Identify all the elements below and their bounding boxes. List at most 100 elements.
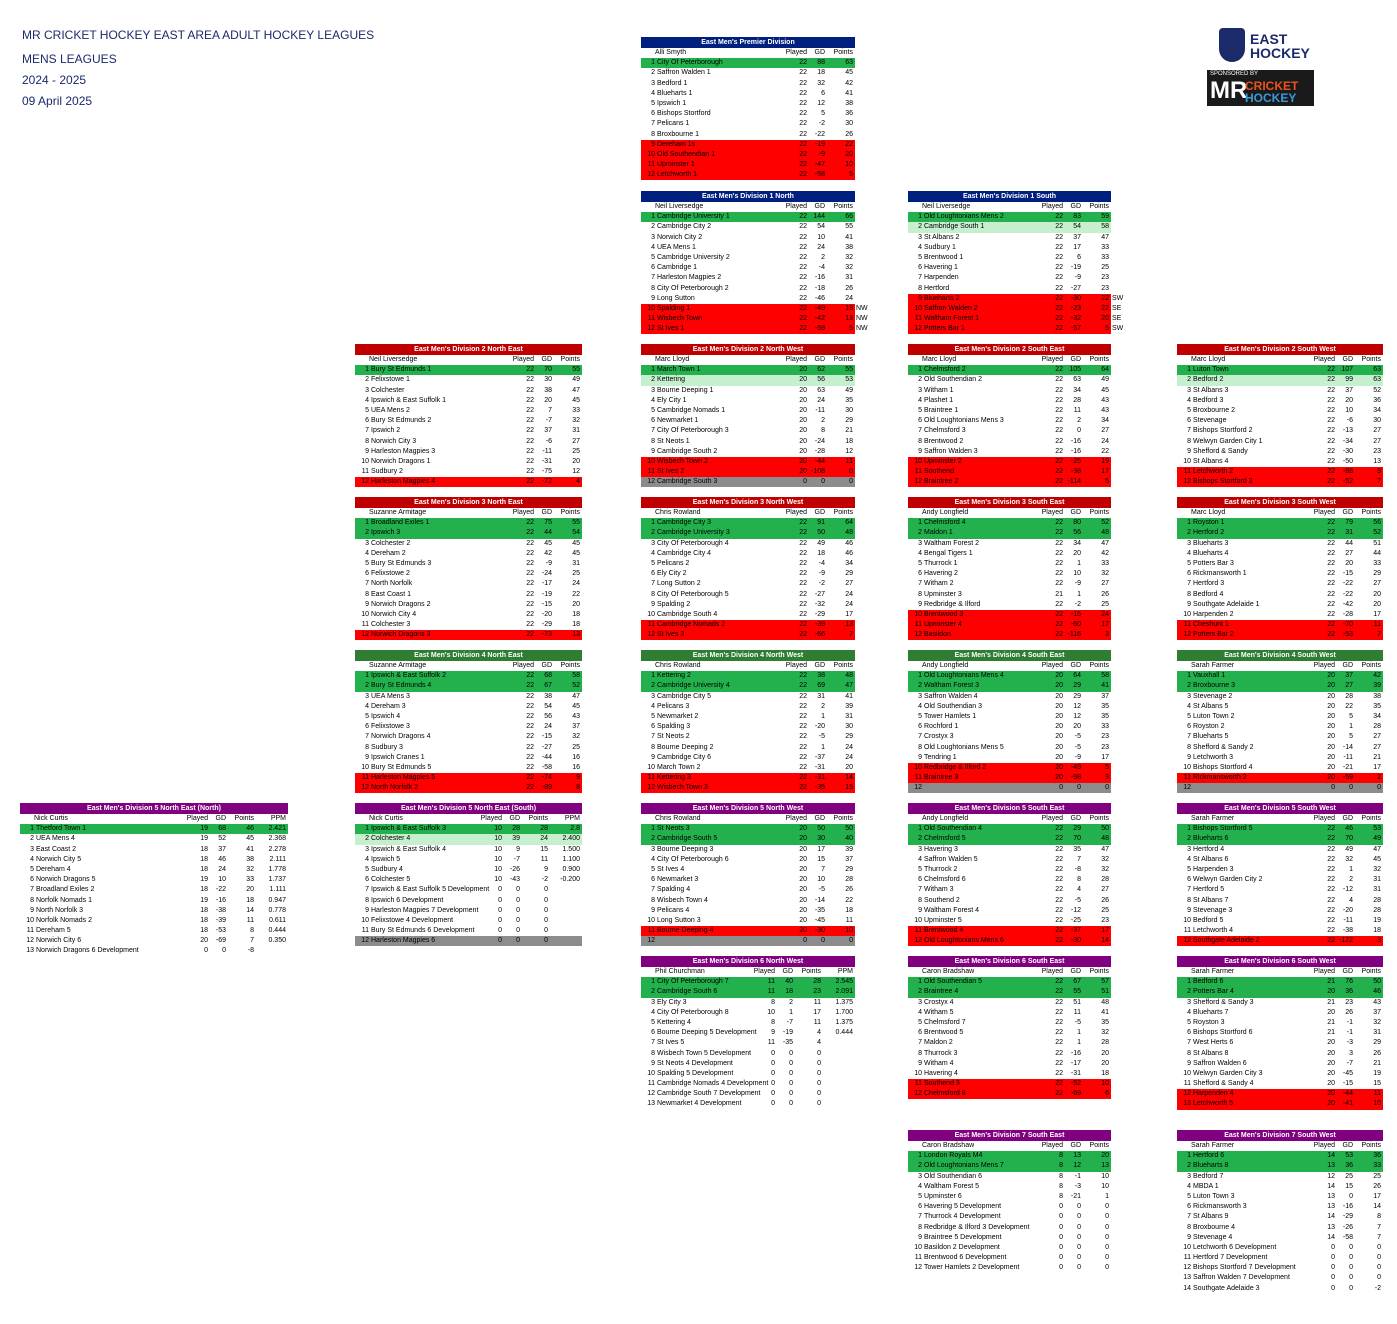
table-header-row: Andy Longfield Played GD Points xyxy=(908,814,1111,824)
team-name: Saffron Walden 4 xyxy=(924,692,978,700)
goal-difference: -14 xyxy=(814,896,825,904)
header-points: Points xyxy=(1361,509,1381,516)
played: 22 xyxy=(799,621,807,629)
goal-difference: -14 xyxy=(1342,743,1353,751)
played: 22 xyxy=(1055,631,1063,639)
header-subtitle: MENS LEAGUES xyxy=(22,52,117,66)
header-played: Played xyxy=(1313,968,1335,975)
team-name: East Coast 1 xyxy=(371,590,412,598)
goal-difference: 28 xyxy=(512,825,520,833)
points: 46 xyxy=(1373,988,1381,996)
goal-difference: -52 xyxy=(1070,1080,1081,1088)
team-name: Witham 5 xyxy=(924,1008,954,1016)
goal-difference: -50 xyxy=(1342,457,1353,465)
points: 25 xyxy=(1101,906,1109,914)
points: 5 xyxy=(849,171,853,179)
goal-difference: 29 xyxy=(1073,692,1081,700)
division-secretary: Nick Curtis xyxy=(369,815,403,822)
header-gd: GD xyxy=(1070,1142,1082,1149)
team-name: Cambridge University 1 xyxy=(657,213,730,221)
team-name: Tower Hamlets 1 xyxy=(924,712,977,720)
played: 20 xyxy=(799,386,807,394)
played: 20 xyxy=(799,855,807,863)
goal-difference: 0 xyxy=(1349,1254,1353,1262)
points: 26 xyxy=(1373,1182,1381,1190)
team-name: Old Loughtonians Mens 6 xyxy=(924,937,1004,945)
header-gd: GD xyxy=(509,815,521,822)
league-table: East Men's Division 6 South West Sarah Fa… xyxy=(1177,956,1383,1110)
team-name: Wisbech Town xyxy=(657,315,703,323)
goal-difference: 37 xyxy=(544,427,552,435)
position: 7 xyxy=(918,886,922,894)
table-header-row: Chris Rowland Played GD Points xyxy=(641,661,855,671)
team-name: Upminster 5 xyxy=(924,916,962,924)
team-name: UEA Mens 1 xyxy=(657,243,696,251)
destination-tag: NW xyxy=(856,315,868,323)
points: 29 xyxy=(1373,1039,1381,1047)
goal-difference: 5 xyxy=(1349,712,1353,720)
goal-difference: 0 xyxy=(789,1069,793,1077)
goal-difference: 0 xyxy=(789,1100,793,1108)
table-row: 5 Braintree 1 22 11 43 xyxy=(908,406,1111,416)
team-name: Cambridge Nomads 2 xyxy=(657,621,726,629)
position: 12 xyxy=(1183,631,1191,639)
played: 22 xyxy=(799,161,807,169)
table-row: 11 Upminster 1 22 -47 10 xyxy=(641,160,855,171)
header-played: Played xyxy=(1313,356,1335,363)
goal-difference: -5 xyxy=(818,733,825,741)
table-row: 6 Bury St Edmunds 2 22 -7 32 xyxy=(355,416,582,426)
header-played: Played xyxy=(1313,815,1335,822)
position: 10 xyxy=(914,763,922,771)
table-row: 12 Wisbech Town 3 22 -35 15 xyxy=(641,783,855,794)
division-title: East Men's Division 4 South West xyxy=(1177,650,1383,661)
table-row: 9 Blueharts 2 22 -30 22 SW xyxy=(908,293,1123,304)
points-per-match: 2.111 xyxy=(269,855,286,863)
position: 12 xyxy=(647,478,655,486)
played: 10 xyxy=(767,1008,775,1016)
position: 5 xyxy=(651,1018,655,1026)
table-row: 4 Dereham 3 22 54 45 xyxy=(355,702,582,712)
table-row: 2 Cambridge South 5 20 30 40 xyxy=(641,834,855,845)
table-row: 4 City Of Peterborough 8 10 1 17 1.700 xyxy=(641,1008,855,1018)
played: 0 xyxy=(1059,784,1063,792)
team-name: Bedford 7 xyxy=(1193,1172,1224,1180)
team-name: Waltham Forest 2 xyxy=(924,539,979,547)
table-header-row: Neil Liversedge Played GD Points xyxy=(355,355,582,365)
team-name: Bishops Stortford 2 xyxy=(1193,427,1253,435)
points: 18 xyxy=(572,610,580,618)
division-title: East Men's Division 3 South East xyxy=(908,497,1111,508)
division-title: East Men's Division 6 South West xyxy=(1177,956,1383,967)
points: 27 xyxy=(572,437,580,445)
played: 22 xyxy=(799,253,807,261)
team-name: Newmarket 3 xyxy=(657,876,699,884)
position: 7 xyxy=(651,1039,655,1047)
goal-difference: 27 xyxy=(1345,682,1353,690)
division-secretary: Neil Liversedge xyxy=(922,203,971,210)
played: 14 xyxy=(1327,1182,1335,1190)
points: 39 xyxy=(845,845,853,853)
team-name: Cambridge University 2 xyxy=(657,253,730,261)
destination-tag: SE xyxy=(1112,315,1122,323)
goal-difference: 0 xyxy=(1349,1284,1353,1292)
table-header-row: Marc Lloyd Played GD Points xyxy=(641,355,855,365)
table-row: 6 Spalding 3 22 -20 30 xyxy=(641,722,855,732)
played: 22 xyxy=(1327,478,1335,486)
position: 11 xyxy=(914,468,922,476)
team-name: Havering 1 xyxy=(924,264,958,272)
points: 13 xyxy=(845,621,853,629)
team-name: Dereham 4 xyxy=(36,865,71,873)
header-points: Points xyxy=(560,662,580,669)
points: 48 xyxy=(1101,835,1109,843)
table-row: 3 Witham 1 22 34 45 xyxy=(908,386,1111,396)
table-row: 5 UEA Mens 2 22 7 33 xyxy=(355,406,582,416)
points: 7 xyxy=(250,937,254,945)
table-row: 11 Waltham Forest 1 22 -32 20 SE xyxy=(908,314,1121,325)
position: 7 xyxy=(365,427,369,435)
played: 22 xyxy=(1327,906,1335,914)
table-row: 10 Norwich Dragons 1 22 -31 20 xyxy=(355,457,582,467)
team-name: Bedford 2 xyxy=(1193,376,1224,384)
points: 46 xyxy=(845,549,853,557)
team-name: Harpenden 3 xyxy=(1193,865,1234,873)
points: 55 xyxy=(572,519,580,527)
goal-difference: 0 xyxy=(789,1090,793,1098)
